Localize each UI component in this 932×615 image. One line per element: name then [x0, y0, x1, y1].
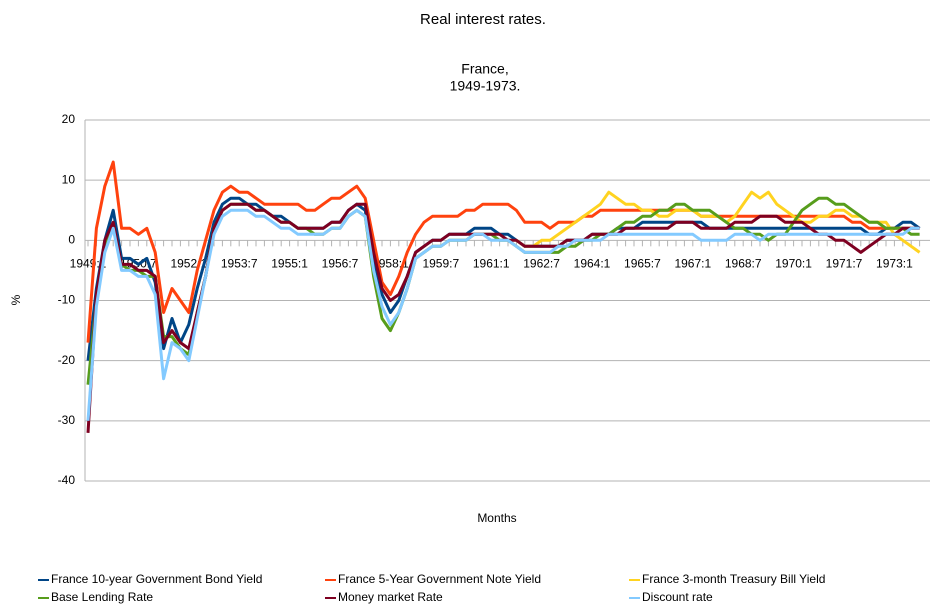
y-tick-label: -30	[58, 413, 76, 427]
x-tick-label: 1959:7	[422, 257, 459, 271]
legend-label: Money market Rate	[338, 590, 443, 604]
legend-label: Base Lending Rate	[51, 590, 153, 604]
y-tick-label: 20	[62, 112, 76, 126]
x-tick-label: 1970:1	[775, 257, 812, 271]
chart-title: Real interest rates.	[420, 11, 546, 28]
legend-label: France 5-Year Government Note Yield	[338, 572, 541, 586]
chart-subtitle: 1949-1973.	[450, 78, 521, 94]
y-tick-label: -20	[58, 353, 76, 367]
legend-label: Discount rate	[642, 590, 713, 604]
x-tick-label: 1961:1	[473, 257, 510, 271]
x-tick-label: 1973:1	[876, 257, 913, 271]
series-line	[86, 202, 920, 433]
legend-label: France 10-year Government Bond Yield	[51, 572, 262, 586]
x-tick-label: 1971:7	[826, 257, 863, 271]
x-tick-label: 1956:7	[322, 257, 359, 271]
x-tick-label: 1953:7	[221, 257, 258, 271]
x-tick-label: 1967:1	[674, 257, 711, 271]
series-line	[86, 196, 921, 361]
y-tick-label: 0	[68, 233, 75, 247]
x-tick-label: 1962:7	[523, 257, 560, 271]
x-tick-label: 1968:7	[725, 257, 762, 271]
series-line	[86, 160, 920, 343]
legend-label: France 3-month Treasury Bill Yield	[642, 572, 825, 586]
y-tick-label: -10	[58, 293, 76, 307]
chart-subtitle: France,	[461, 61, 508, 77]
x-tick-label: 1958:1	[372, 257, 409, 271]
series-line	[86, 208, 920, 421]
y-tick-label: 10	[62, 172, 76, 186]
x-tick-label: 1955:1	[271, 257, 308, 271]
y-axis-label: %	[9, 294, 23, 305]
x-axis-label: Months	[477, 511, 516, 525]
x-tick-label: 1964:1	[574, 257, 611, 271]
y-tick-label: -40	[58, 473, 76, 487]
x-tick-label: 1965:7	[624, 257, 661, 271]
x-tick-label: 1949:1	[70, 257, 107, 271]
